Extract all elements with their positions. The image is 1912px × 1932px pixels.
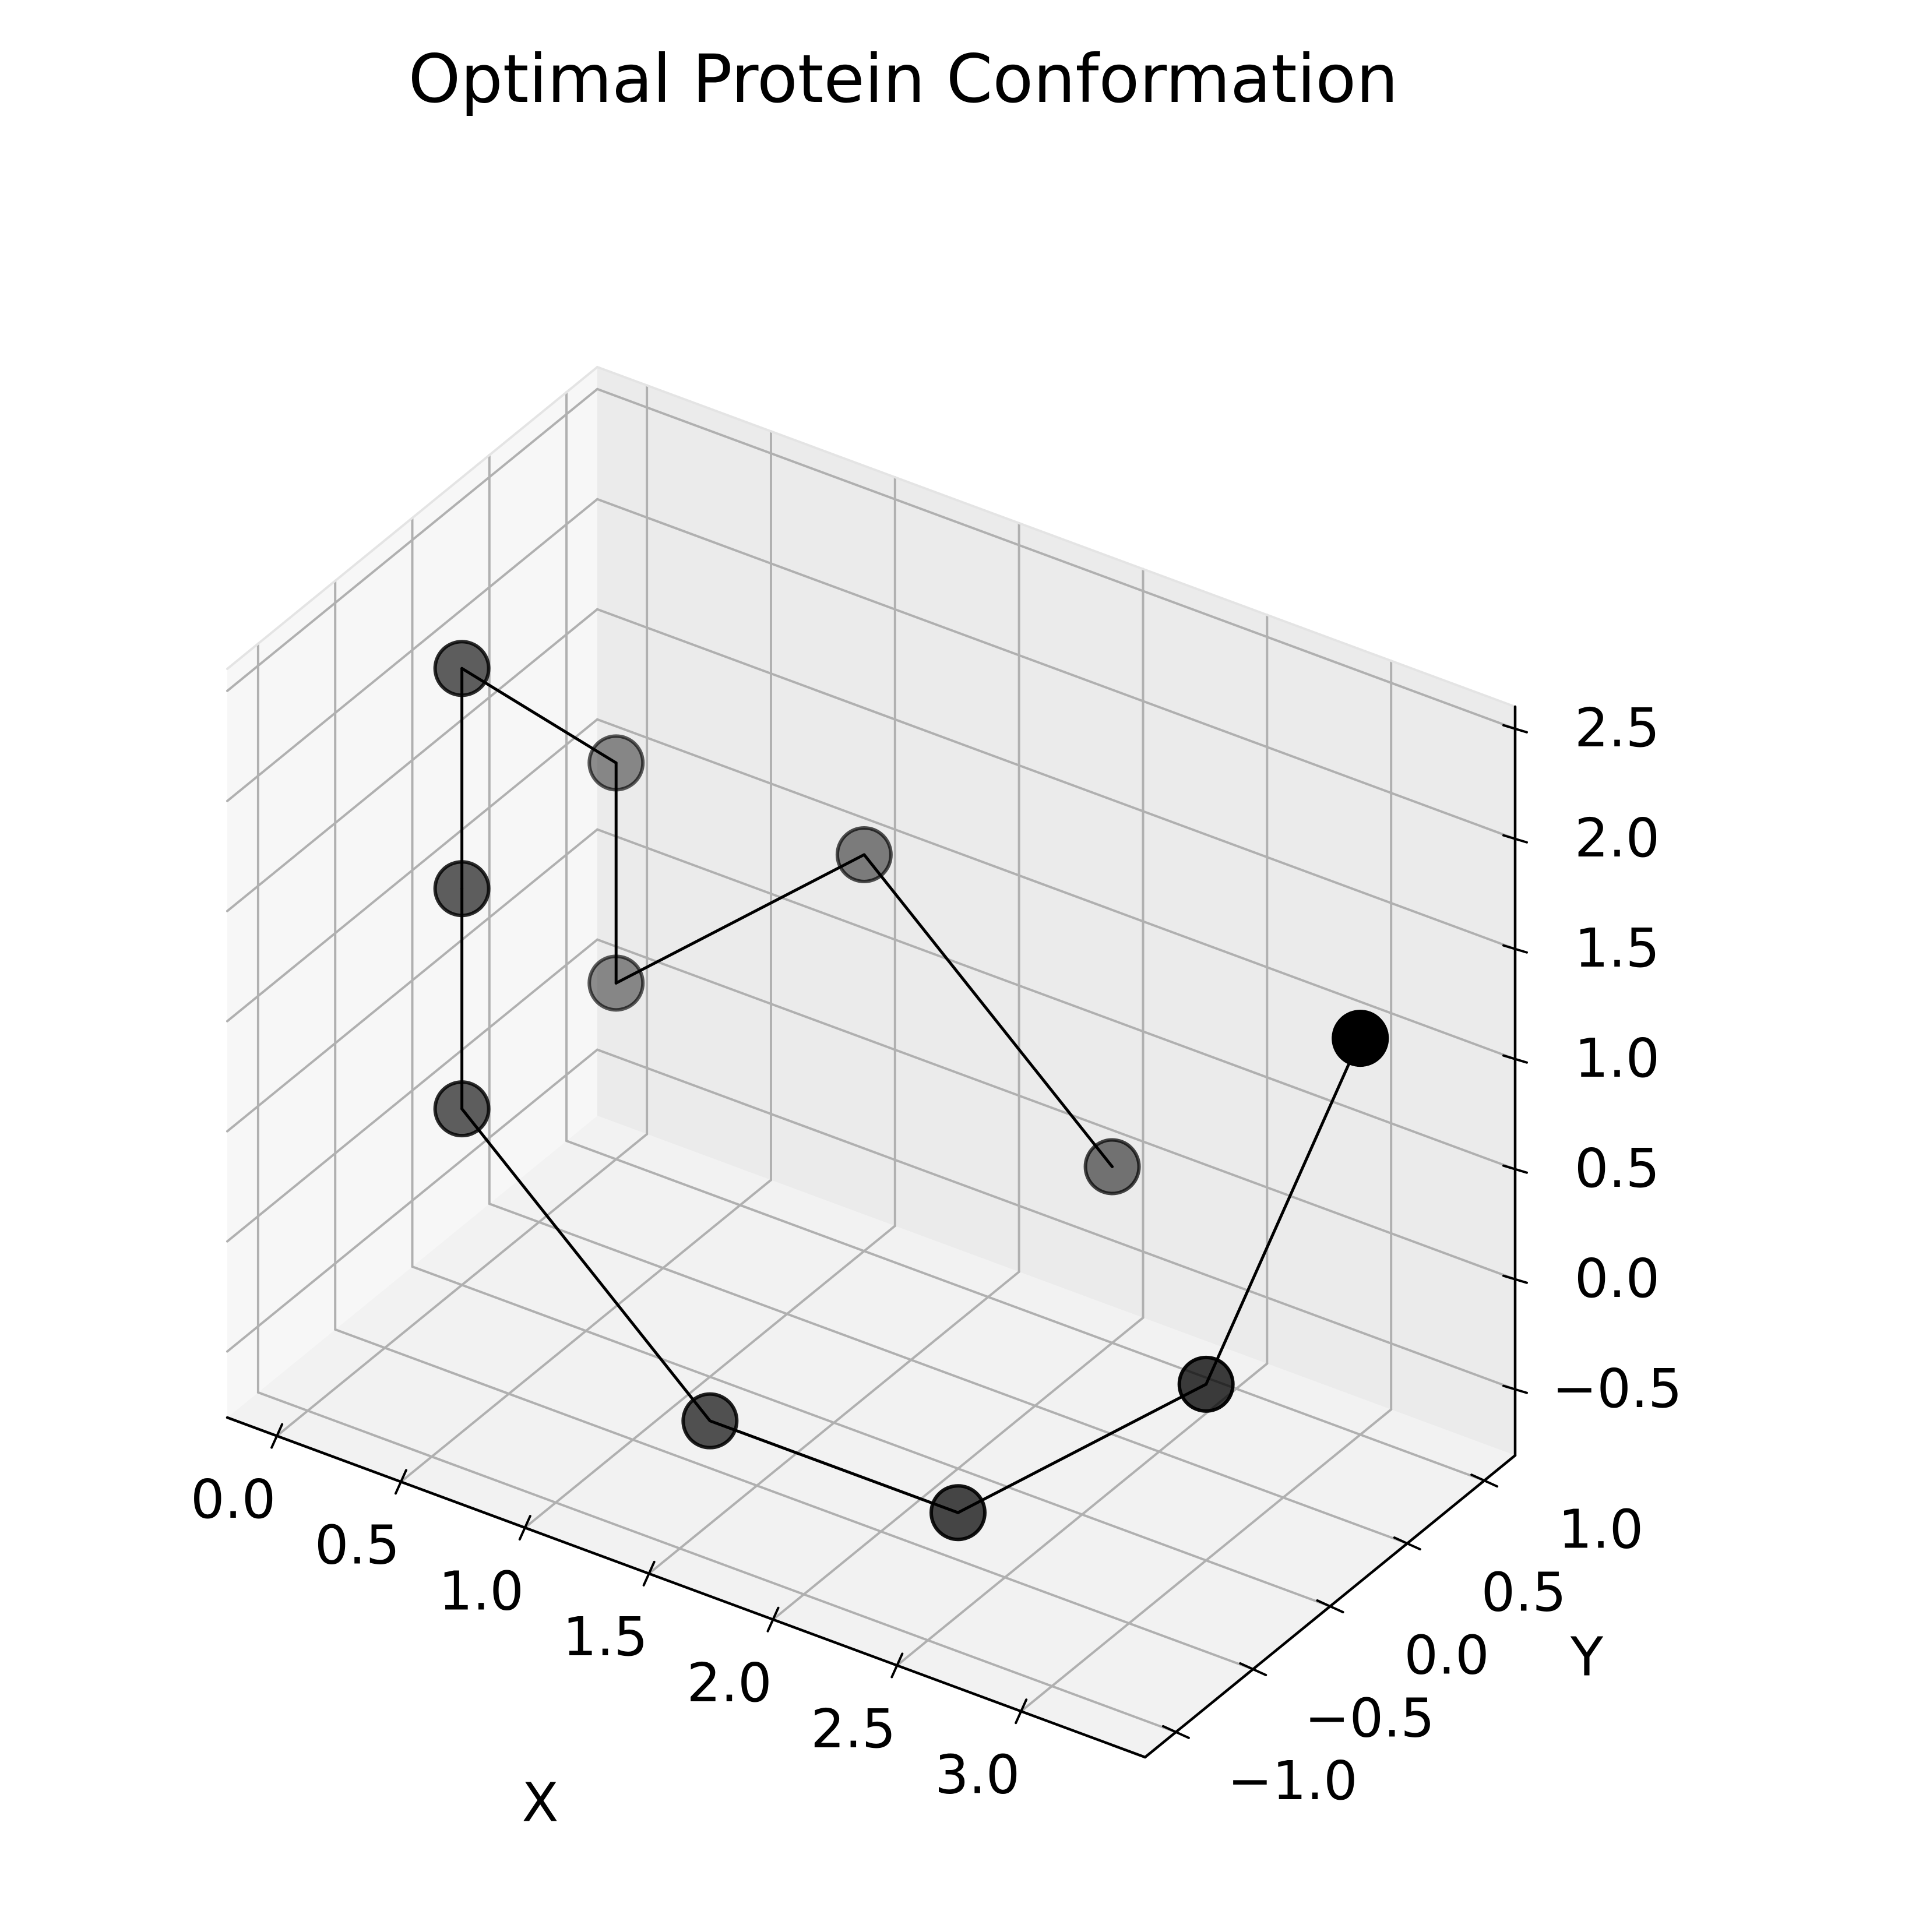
y-tick-label: 0.0: [1404, 1624, 1489, 1686]
data-point: [433, 1080, 491, 1138]
x-axis-line: [226, 1416, 1147, 1759]
back-pane-top-edge: [596, 366, 1516, 708]
y-axis-label: Y: [1570, 1626, 1604, 1688]
y-tick: [1470, 1473, 1499, 1488]
z-tick: [1502, 1274, 1528, 1284]
y-tick-label: 1.0: [1558, 1499, 1643, 1561]
data-point: [681, 1392, 739, 1450]
z-tick-label: 1.5: [1575, 917, 1660, 979]
grid-line-z-back: [596, 718, 1516, 1060]
chain-segment: [614, 853, 866, 985]
z-tick: [1502, 1164, 1528, 1174]
x-tick-label: 2.0: [686, 1652, 772, 1714]
grid-line-z-back: [596, 608, 1516, 950]
grid-line-z-left: [226, 828, 598, 1133]
grid-lines: [226, 366, 1516, 1733]
x-tick-label: 2.5: [811, 1698, 896, 1760]
y-tick-label: −0.5: [1305, 1687, 1435, 1749]
grid-line-z-back: [596, 1048, 1516, 1391]
z-tick: [1502, 1384, 1528, 1394]
tick-labels: 0.00.51.01.52.02.53.0 −1.0−0.50.00.51.0−0…: [191, 697, 1682, 1812]
grid-line-z-left: [226, 608, 598, 912]
z-tick-label: 1.0: [1575, 1027, 1660, 1090]
back-pane: [597, 367, 1515, 1455]
x-tick: [1015, 1698, 1028, 1725]
series-line: [460, 667, 1362, 1514]
data-point: [587, 954, 645, 1012]
y-tick: [1316, 1599, 1344, 1613]
grid-line-z-back: [596, 387, 1516, 730]
data-point: [1177, 1355, 1235, 1413]
z-tick-label: 0.5: [1575, 1137, 1660, 1200]
data-points: [433, 640, 1389, 1542]
x-tick-label: 0.0: [191, 1468, 276, 1531]
x-tick-label: 3.0: [935, 1744, 1020, 1806]
grid-line-z-back: [596, 498, 1516, 840]
y-tick: [1239, 1662, 1267, 1676]
x-tick: [766, 1606, 780, 1633]
left-pane-top-edge: [226, 366, 598, 670]
x-tick: [518, 1515, 531, 1541]
grid-line-y-floor: [565, 1140, 1486, 1482]
x-tick: [890, 1652, 904, 1679]
x-tick: [642, 1560, 656, 1587]
x-tick: [394, 1469, 407, 1495]
data-point: [1332, 1010, 1389, 1067]
y-tick-label: −1.0: [1227, 1750, 1357, 1812]
x-axis-label: X: [522, 1771, 558, 1834]
x-tick: [270, 1423, 284, 1449]
z-tick: [1502, 834, 1528, 844]
x-tick-label: 0.5: [315, 1514, 400, 1577]
y-tick: [1161, 1725, 1190, 1739]
grid-line-y-floor: [488, 1203, 1409, 1545]
chain-segment: [460, 667, 618, 764]
grid-line-z-back: [596, 828, 1516, 1171]
chain-segment: [956, 1383, 1208, 1514]
grid-line-z-left: [226, 1048, 598, 1353]
grid-line-z-back: [596, 938, 1516, 1281]
data-point: [929, 1484, 987, 1542]
grid-line-z-left: [226, 498, 598, 802]
y-tick-label: 0.5: [1481, 1561, 1566, 1623]
grid-line-y-floor: [411, 1265, 1332, 1607]
x-tick-label: 1.5: [562, 1606, 647, 1668]
data-point: [587, 734, 645, 792]
chain-segment: [460, 1107, 712, 1423]
z-tick-label: 2.0: [1575, 807, 1660, 869]
grid-line-z-left: [226, 718, 598, 1023]
z-tick-label: 0.0: [1575, 1247, 1660, 1310]
z-tick-label: 2.5: [1575, 697, 1660, 759]
tick-marks: [270, 724, 1528, 1739]
grid-line-z-left: [226, 938, 598, 1243]
data-point: [433, 860, 491, 918]
y-tick: [1393, 1536, 1421, 1551]
z-tick: [1502, 1054, 1528, 1064]
grid-line-z-left: [226, 387, 598, 692]
x-tick-label: 1.0: [439, 1560, 524, 1622]
axis-panes: [227, 367, 1515, 1757]
data-point: [835, 826, 893, 883]
chart-title: Optimal Protein Conformation: [409, 40, 1399, 118]
z-tick-label: −0.5: [1552, 1358, 1682, 1420]
z-tick: [1502, 724, 1528, 734]
chain-segment: [708, 1419, 960, 1514]
z-tick: [1502, 944, 1528, 954]
grid-line-y-floor: [334, 1328, 1255, 1670]
data-point: [1083, 1138, 1141, 1196]
grid-line-y-floor: [256, 1391, 1177, 1733]
chain-segment: [862, 853, 1114, 1168]
chain-segment: [1205, 1036, 1362, 1386]
data-point: [433, 640, 491, 697]
